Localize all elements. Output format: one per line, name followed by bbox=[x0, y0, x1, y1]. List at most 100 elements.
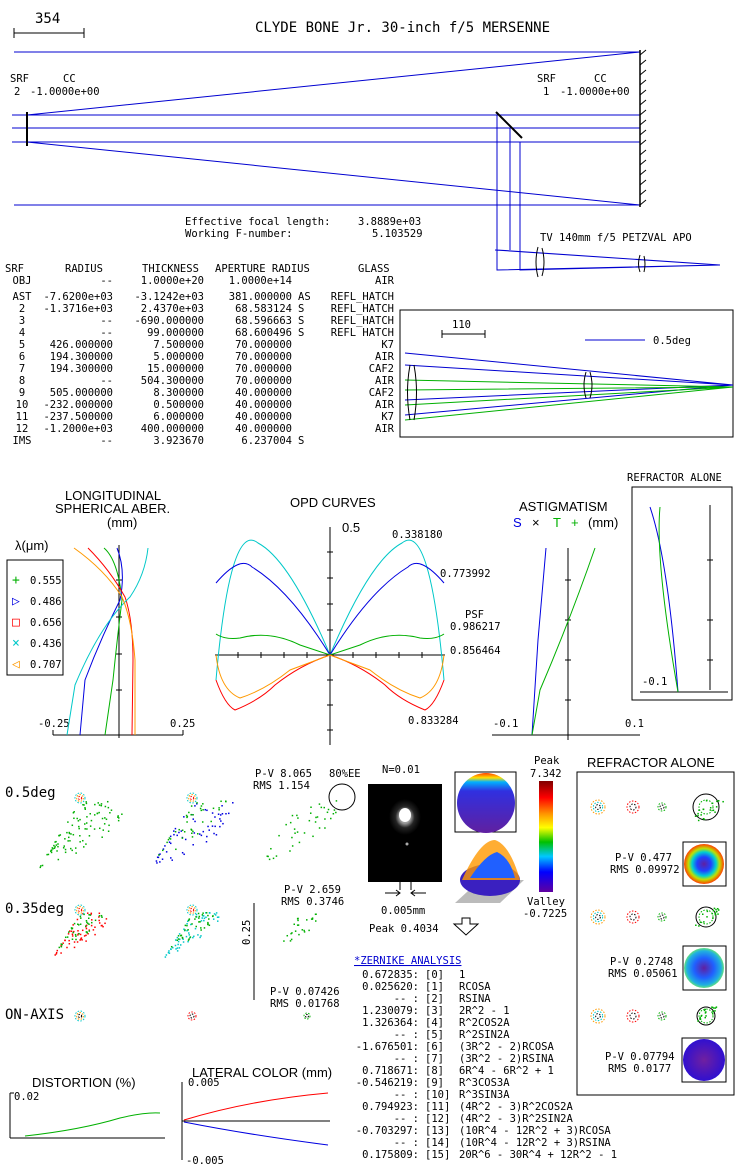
zernike-coefficient: -0.703297: bbox=[356, 1125, 419, 1137]
svg-text:0.25: 0.25 bbox=[241, 920, 253, 945]
spot-point bbox=[222, 822, 224, 825]
opd-curves-plot: OPD CURVES 0.5 0.338180 0.773992 PSF 0.9… bbox=[215, 495, 501, 745]
legend-label: 0.707 bbox=[30, 659, 62, 671]
spot-point bbox=[286, 934, 289, 937]
legend-label: 0.486 bbox=[30, 596, 62, 608]
spot-point bbox=[169, 838, 172, 840]
spot-point bbox=[210, 820, 212, 823]
spot-point bbox=[71, 938, 74, 941]
spot-point bbox=[181, 851, 184, 854]
zernike-coefficient: -0.546219: bbox=[356, 1077, 419, 1089]
cell-srf: 10 bbox=[16, 399, 29, 411]
spot-point bbox=[80, 938, 82, 940]
cell-glass: AIR bbox=[375, 351, 395, 363]
distortion-plot: DISTORTION (%) 0.02 bbox=[9, 1075, 165, 1139]
table-row: 4 -- 99.000000 68.600496 S REFL HATCH bbox=[19, 327, 394, 339]
spot-point bbox=[107, 806, 110, 809]
zernike-row: -- : [14] (10R^4 - 12R^2 + 3)RSINA bbox=[394, 1137, 612, 1149]
cell-glass: REFL_HATCH bbox=[331, 303, 394, 315]
zernike-coefficient: -- : bbox=[394, 993, 419, 1005]
legend-marker-icon: + bbox=[12, 573, 20, 588]
spot-point bbox=[86, 816, 88, 818]
spot-point bbox=[91, 919, 93, 921]
spot-point bbox=[165, 954, 168, 956]
cell-aperture: 40.000000 bbox=[235, 399, 292, 411]
svg-text:SPHERICAL ABER.: SPHERICAL ABER. bbox=[55, 501, 170, 516]
spot-point bbox=[699, 1016, 701, 1019]
spot-point bbox=[62, 942, 64, 944]
spot-point bbox=[312, 835, 314, 838]
spot-point bbox=[215, 912, 218, 914]
zernike-coefficient: -- : bbox=[394, 1137, 419, 1149]
spot-point bbox=[180, 830, 183, 832]
spot-point bbox=[195, 925, 197, 928]
spot-point bbox=[266, 855, 269, 857]
spot-point bbox=[88, 917, 90, 920]
spot-point bbox=[169, 842, 172, 845]
spot-point bbox=[188, 918, 191, 920]
zernike-index: [4] bbox=[425, 1017, 444, 1029]
spot-point bbox=[79, 818, 81, 821]
svg-text:PSF: PSF bbox=[465, 609, 484, 621]
spot-point bbox=[200, 927, 202, 929]
spot-point bbox=[318, 803, 321, 805]
spot-point bbox=[184, 924, 187, 927]
spot-point bbox=[55, 844, 58, 846]
zernike-term: 2R^2 - 1 bbox=[459, 1005, 510, 1017]
spot-point bbox=[201, 821, 204, 823]
spot-cluster bbox=[77, 907, 83, 913]
cell-aperture: 70.000000 bbox=[235, 363, 292, 375]
spot-point bbox=[296, 924, 299, 926]
spot-cluster bbox=[698, 1008, 714, 1024]
spot-point bbox=[212, 918, 215, 920]
spot-point bbox=[168, 837, 171, 839]
spot-point bbox=[209, 912, 211, 914]
spot-point bbox=[199, 807, 202, 810]
cell-glass: CAF2 bbox=[369, 387, 394, 399]
cell-aperture: 70.000000 bbox=[235, 339, 292, 351]
spot-point bbox=[198, 917, 200, 919]
zernike-analysis-link[interactable]: *ZERNIKE ANALYSIS bbox=[354, 955, 461, 967]
svg-text:APERTURE RADIUS: APERTURE RADIUS bbox=[215, 263, 310, 275]
spot-point bbox=[98, 811, 100, 814]
cell-thickness: 7.500000 bbox=[153, 339, 204, 351]
spot-point bbox=[296, 831, 299, 833]
spot-point bbox=[77, 820, 80, 822]
spot-point bbox=[197, 934, 199, 936]
spot-point bbox=[84, 807, 86, 809]
spot-point bbox=[64, 851, 67, 854]
spot-point bbox=[55, 951, 58, 954]
svg-text:SRF: SRF bbox=[537, 73, 556, 85]
spot-point bbox=[301, 929, 304, 931]
spot-point bbox=[90, 924, 93, 927]
spot-point bbox=[69, 840, 71, 842]
spot-point bbox=[175, 948, 177, 950]
zernike-term: R^3COS3A bbox=[459, 1077, 510, 1089]
spot-point bbox=[167, 838, 170, 841]
spot-point bbox=[200, 920, 203, 922]
spot-point bbox=[68, 939, 70, 942]
svg-text:N=0.01: N=0.01 bbox=[382, 764, 420, 776]
cell-aperture: 70.000000 bbox=[235, 351, 292, 363]
zernike-term: 20R^6 - 30R^4 + 12R^2 - 1 bbox=[459, 1149, 617, 1161]
spot-point bbox=[68, 942, 71, 945]
spot-point bbox=[156, 862, 158, 864]
spot-point bbox=[320, 806, 323, 809]
spot-point bbox=[101, 916, 103, 918]
cell-radius: -1.2000e+03 bbox=[43, 423, 113, 435]
spot-point bbox=[162, 849, 164, 852]
spot-point bbox=[73, 930, 75, 933]
spot-cluster bbox=[76, 906, 84, 914]
svg-text:+: + bbox=[571, 515, 579, 530]
spot-point bbox=[291, 932, 293, 934]
surface-label-right: SRF CC 1 -1.0000e+00 bbox=[537, 73, 630, 98]
spot-point bbox=[85, 920, 88, 922]
spot-point bbox=[214, 816, 216, 818]
spot-cluster bbox=[186, 792, 198, 804]
spot-point bbox=[221, 812, 224, 815]
svg-text:80%EE: 80%EE bbox=[329, 768, 361, 780]
svg-text:RMS 0.01768: RMS 0.01768 bbox=[270, 998, 340, 1010]
spot-point bbox=[200, 805, 203, 807]
spot-point bbox=[191, 836, 194, 838]
spot-point bbox=[194, 927, 197, 930]
